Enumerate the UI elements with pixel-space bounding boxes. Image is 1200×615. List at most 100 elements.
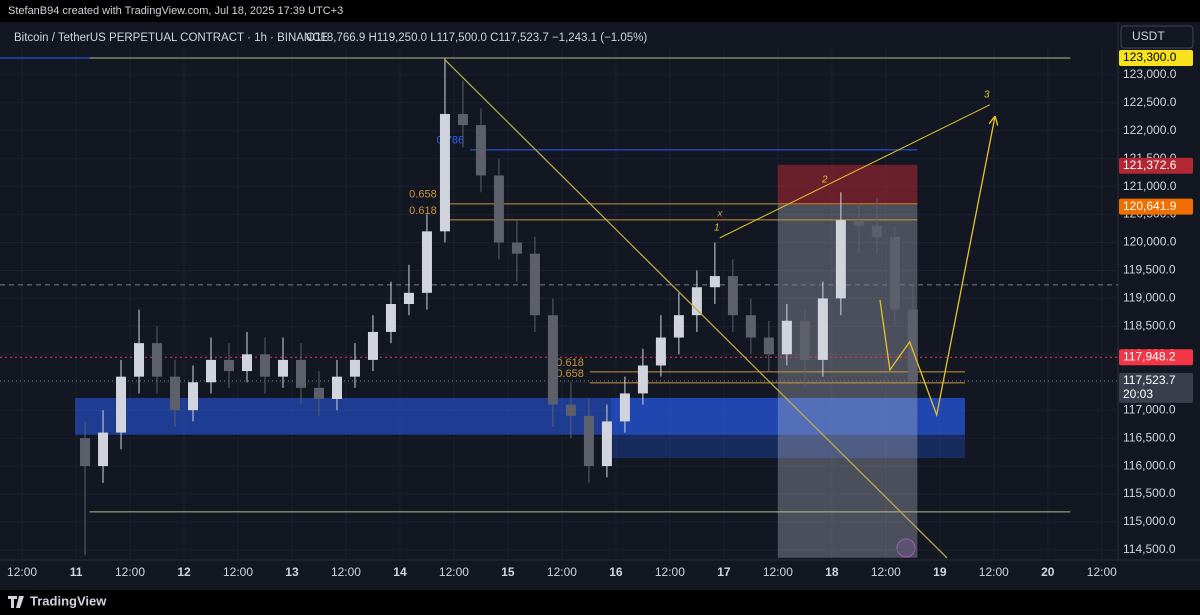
candle-body [295, 359, 306, 388]
watermark: StefanB94 created with TradingView.com, … [8, 5, 343, 17]
candle-body [835, 220, 846, 299]
candle-body [691, 287, 702, 316]
y-tick-label: 118,500.0 [1123, 319, 1176, 333]
candle-body [619, 393, 630, 422]
candle-body [188, 382, 199, 411]
footer-bar [0, 590, 1200, 615]
alert-icon[interactable] [896, 538, 916, 558]
y-tick-label: 122,500.0 [1123, 95, 1177, 109]
candle-body [745, 315, 756, 338]
candle-body [853, 220, 864, 226]
x-tick-label: 11 [70, 565, 83, 579]
x-tick-label: 16 [609, 565, 623, 579]
candle-body [655, 337, 666, 366]
candle-body [331, 376, 342, 400]
candle-body [889, 236, 900, 310]
price-label-bg [1119, 50, 1193, 67]
candle-body [727, 276, 738, 316]
y-tick-label: 115,000.0 [1123, 514, 1176, 528]
candle-body [385, 304, 396, 332]
x-tick-label: 18 [825, 565, 839, 579]
wave-line [719, 104, 990, 239]
x-tick-label: 12:00 [7, 565, 37, 579]
candle-body [349, 359, 360, 377]
candle-body [80, 438, 91, 467]
candle-body [871, 225, 882, 237]
x-tick-label: 12 [177, 565, 191, 579]
candle-body [601, 421, 612, 467]
x-tick-label: 14 [393, 565, 407, 579]
footer-brand: TradingView [30, 593, 107, 608]
candle-body [403, 292, 414, 304]
wave-label: 2 [821, 175, 828, 186]
candle-body [673, 315, 684, 338]
currency[interactable]: USDT [1132, 29, 1165, 43]
x-tick-label: 19 [933, 565, 947, 579]
candle-body [134, 343, 145, 377]
candle-body [224, 359, 235, 372]
level-label: 0.618 [556, 357, 584, 369]
candle-body [799, 320, 810, 360]
y-tick-label: 119,000.0 [1123, 291, 1176, 305]
candle-body [763, 337, 774, 355]
price-label-bg [1119, 372, 1193, 403]
y-tick-label: 121,000.0 [1123, 179, 1177, 193]
candle-body [493, 175, 504, 243]
candle-body [98, 432, 109, 467]
candle-body [547, 315, 558, 405]
candle-body [511, 242, 522, 254]
drawing-path [444, 59, 948, 559]
candle-body [152, 343, 163, 377]
candle-body [259, 354, 270, 377]
candle-body [457, 113, 468, 126]
y-tick-label: 117,000.0 [1123, 402, 1176, 416]
candle-body [116, 376, 127, 433]
price-label-bg [1119, 349, 1193, 366]
level-label: 0.658 [409, 189, 437, 201]
x-tick-label: 12:00 [1087, 565, 1117, 579]
price-label: 121,372.6 [1123, 158, 1177, 172]
level-label: 0.618 [409, 205, 437, 217]
price-label-bg [1119, 157, 1193, 174]
plot-bg [0, 22, 1200, 590]
y-tick-label: 119,500.0 [1123, 263, 1176, 277]
candle-body [781, 320, 792, 355]
candle-body [170, 376, 181, 411]
x-tick-label: 15 [501, 565, 515, 579]
price-label: 123,300.0 [1123, 50, 1177, 64]
x-tick-label: 12:00 [115, 565, 145, 579]
wave-label: 1 [714, 223, 720, 234]
candle-body [475, 125, 486, 176]
x-tick-label: 12:00 [223, 565, 253, 579]
x-tick-label: 12:00 [871, 565, 901, 579]
chart-title: Bitcoin / TetherUS PERPETUAL CONTRACT · … [14, 32, 329, 44]
candle-body [367, 331, 378, 360]
wave-label: 3 [984, 89, 990, 100]
x-tick-label: 12:00 [331, 565, 361, 579]
y-tick-label: 123,000.0 [1123, 67, 1177, 81]
currency-box[interactable] [1120, 25, 1194, 49]
candle-body [421, 231, 432, 293]
price-label: 117,948.2 [1123, 349, 1176, 363]
zone [610, 397, 966, 458]
y-tick-label: 116,500.0 [1123, 430, 1176, 444]
x-tick-label: 13 [285, 565, 299, 579]
candle-body [709, 276, 720, 288]
candle-body [583, 415, 594, 467]
candle-body [277, 359, 288, 377]
y-tick-label: 120,000.0 [1123, 235, 1177, 249]
y-tick-label: 115,500.0 [1123, 486, 1176, 500]
candle-body [439, 113, 450, 232]
x-tick-label: 12:00 [979, 565, 1009, 579]
ohlc-summary: O118,766.9 H119,250.0 L117,500.0 C117,52… [306, 32, 647, 44]
candle-body [907, 309, 918, 381]
y-tick-label: 114,500.0 [1123, 542, 1176, 556]
candle-body [241, 354, 252, 372]
drawing-path [879, 118, 995, 418]
price-label-bg [1119, 198, 1193, 215]
price-label-sub: 20:03 [1123, 387, 1153, 401]
x-tick-label: 12:00 [655, 565, 685, 579]
level-mid-label: x [717, 209, 724, 220]
